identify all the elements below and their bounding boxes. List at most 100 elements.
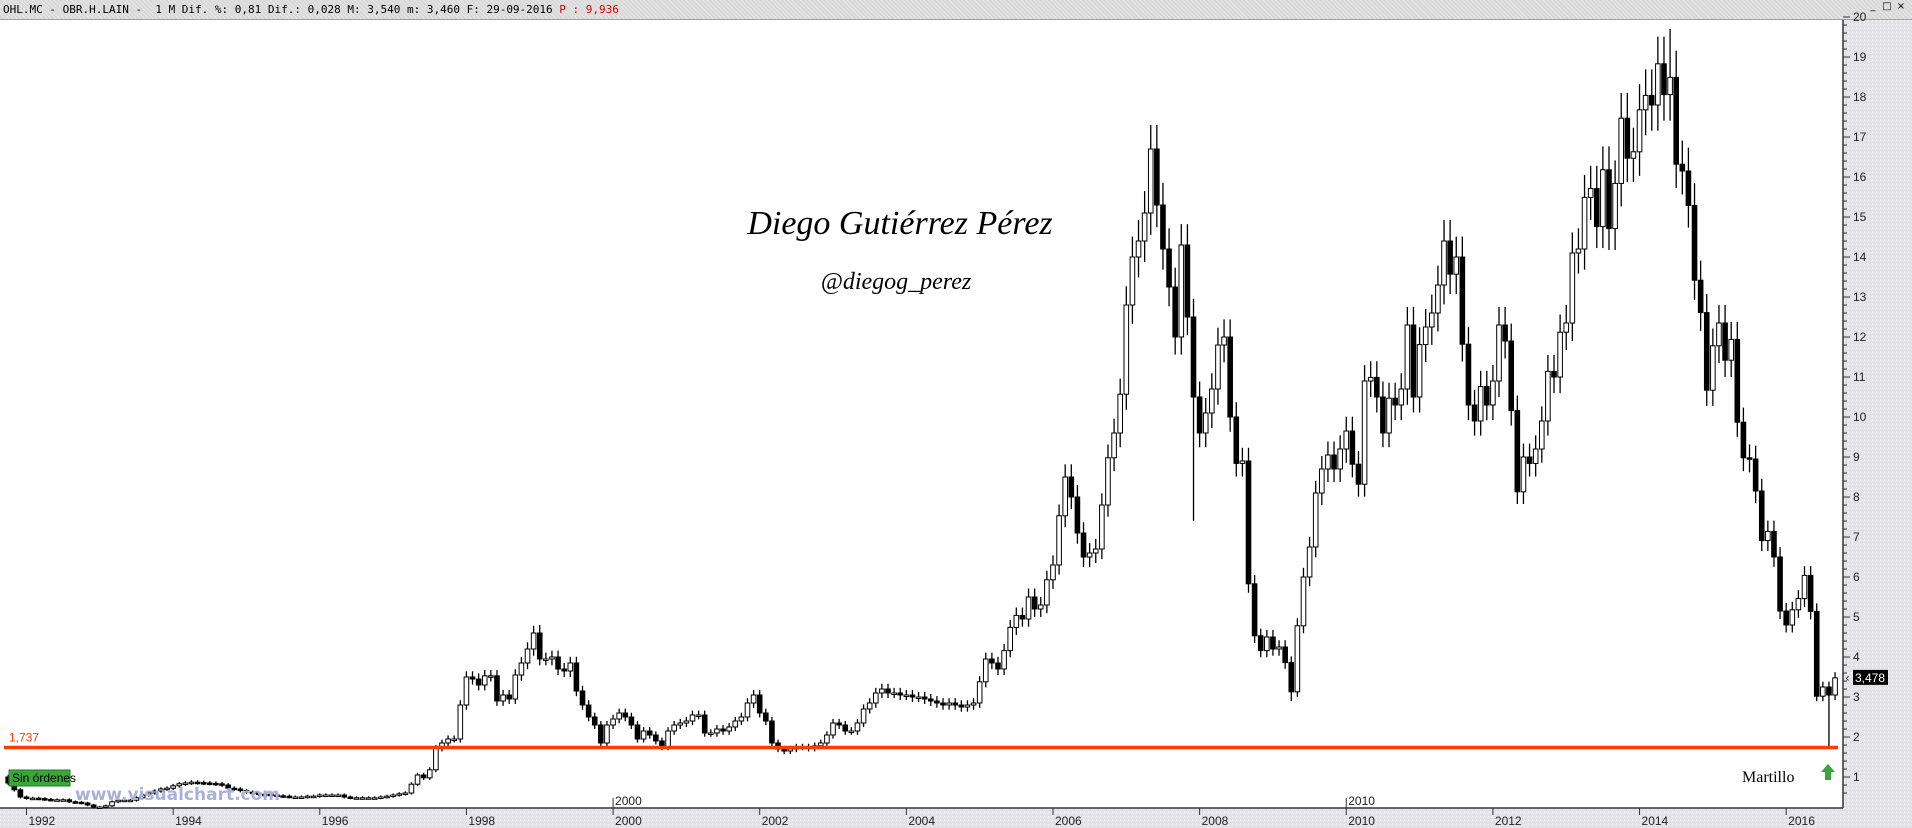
candle-body-up	[488, 675, 494, 678]
candle-body-up	[371, 797, 378, 800]
candle-body-down	[701, 714, 708, 734]
candle-body-up	[1716, 322, 1722, 347]
candle-body-up	[1135, 240, 1142, 258]
candle-body-down	[1697, 279, 1704, 314]
candle-body-down	[1160, 204, 1166, 250]
candle	[1483, 370, 1490, 421]
candle	[1135, 220, 1142, 278]
candle-body-down	[268, 793, 274, 797]
candle	[1154, 124, 1160, 228]
candle	[714, 725, 720, 737]
candle	[506, 689, 512, 704]
candle-body-down	[1459, 256, 1466, 345]
candle-body-down	[1703, 312, 1710, 391]
y-axis-panel	[1843, 20, 1912, 828]
candle	[921, 692, 928, 704]
minimize-button[interactable]: _	[1870, 1, 1876, 12]
candle	[1337, 435, 1343, 482]
x-tick-label: 2008	[1202, 814, 1229, 828]
candle	[231, 786, 238, 791]
candle	[255, 791, 262, 796]
candle	[848, 727, 855, 735]
candle	[1508, 323, 1515, 426]
candle-body-up	[946, 702, 952, 706]
candle-body-down	[1233, 416, 1240, 464]
candle	[1147, 125, 1154, 235]
candle-body-up	[982, 658, 989, 683]
candle	[84, 801, 91, 807]
x-axis-panel	[0, 808, 1843, 828]
candle-body-down	[1551, 370, 1557, 378]
candle-body-up	[1765, 530, 1771, 542]
candle	[475, 673, 482, 691]
candle-body-up	[188, 781, 195, 785]
candle-body-down	[1447, 240, 1453, 275]
maximize-button[interactable]: □	[1882, 1, 1892, 12]
candle-body-up	[304, 795, 311, 799]
candle	[347, 795, 354, 800]
candle-body-down	[927, 698, 934, 702]
candle-body-down	[200, 782, 207, 785]
candle	[1209, 373, 1215, 428]
candle	[598, 720, 604, 747]
candle-body-down	[1783, 610, 1789, 626]
candle	[830, 718, 836, 739]
y-tick-label: 5	[1853, 610, 1860, 624]
support-label: 1,737	[9, 731, 39, 745]
candle-body-up	[677, 722, 684, 726]
candle-body-down	[1807, 574, 1814, 612]
candle	[1526, 443, 1533, 477]
candle-body-up	[787, 748, 794, 752]
candle	[555, 650, 561, 675]
candle	[1783, 602, 1789, 633]
candle-body-down	[72, 801, 79, 804]
candle-body-down	[1270, 636, 1276, 650]
candle	[1612, 160, 1618, 250]
candle-body-up	[139, 794, 146, 799]
candle	[866, 698, 873, 714]
candle-body-down	[194, 781, 201, 785]
candle	[237, 787, 244, 793]
candle-body-up	[1264, 636, 1270, 652]
candle	[1551, 355, 1557, 394]
candle	[1563, 304, 1570, 350]
candle-body-down	[1154, 148, 1160, 206]
close-button[interactable]: ×	[1896, 1, 1906, 12]
candle-body-down	[763, 712, 769, 722]
candle	[23, 795, 30, 800]
candle-body-down	[1624, 117, 1631, 159]
candle	[512, 669, 519, 704]
candle	[1184, 224, 1191, 336]
candle	[1820, 681, 1826, 702]
candle	[756, 689, 763, 718]
candle	[365, 796, 372, 800]
candle	[103, 804, 109, 809]
candle-body-up	[512, 674, 519, 700]
candle	[194, 780, 201, 785]
candle	[426, 767, 433, 780]
candle	[1392, 382, 1398, 421]
candle	[54, 798, 60, 802]
quote-summary: OHL.MC - OBR.H.LAIN - 1 M Dif. %: 0,81 D…	[3, 3, 560, 16]
candle	[1826, 681, 1832, 747]
candle-body-up	[1086, 552, 1093, 558]
candle-body-up	[433, 747, 439, 771]
candle-body-up	[182, 782, 189, 785]
candle-body-up	[402, 792, 409, 795]
candle-body-up	[292, 796, 299, 799]
candle-body-up	[1612, 182, 1618, 230]
candle-body-down	[237, 788, 244, 792]
candle	[964, 700, 971, 712]
candle	[1441, 220, 1447, 305]
candle-body-up	[323, 794, 329, 797]
candle-body-down	[1184, 244, 1191, 318]
candle	[1679, 140, 1686, 195]
candle-body-up	[1429, 312, 1435, 328]
candle	[1465, 326, 1472, 421]
candle	[1050, 555, 1056, 589]
candle-body-down	[225, 784, 231, 789]
candle	[1257, 628, 1264, 658]
candle	[1123, 286, 1130, 410]
candle	[1288, 656, 1295, 701]
candle-body-up	[1099, 504, 1105, 550]
